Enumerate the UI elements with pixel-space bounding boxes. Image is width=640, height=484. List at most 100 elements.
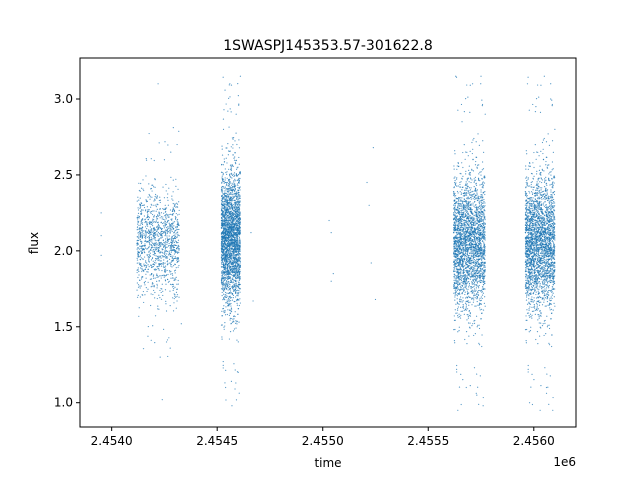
data-point: [154, 277, 156, 279]
data-point: [239, 242, 241, 245]
data-point: [239, 259, 241, 262]
data-point: [159, 260, 161, 262]
data-point: [156, 248, 158, 250]
data-point: [236, 298, 238, 301]
data-point: [162, 216, 164, 218]
data-point: [230, 380, 233, 383]
data-point: [474, 206, 476, 209]
data-point: [141, 222, 144, 224]
data-point: [231, 202, 233, 204]
data-point: [167, 215, 169, 217]
data-point: [148, 266, 150, 268]
data-point: [141, 234, 143, 236]
data-point: [170, 277, 172, 279]
data-point: [155, 230, 158, 232]
data-point: [229, 252, 231, 254]
data-point: [478, 327, 481, 330]
data-point: [141, 209, 143, 211]
data-point: [224, 192, 226, 194]
data-point: [149, 243, 151, 245]
data-point: [484, 190, 486, 193]
data-point: [238, 235, 240, 237]
data-point: [228, 314, 231, 316]
data-point: [454, 309, 456, 311]
data-point: [234, 265, 236, 267]
data-point: [237, 222, 240, 225]
data-point: [176, 295, 178, 298]
data-point: [232, 265, 235, 267]
data-point: [462, 300, 464, 302]
data-point: [238, 242, 240, 244]
data-point: [222, 270, 224, 272]
data-point: [239, 177, 241, 180]
data-point: [232, 144, 234, 146]
data-point: [238, 236, 241, 239]
data-point: [164, 269, 166, 271]
data-point: [223, 158, 225, 160]
data-point: [227, 143, 229, 145]
data-point: [162, 218, 165, 220]
data-point: [150, 278, 153, 280]
data-point: [160, 212, 163, 214]
data-point: [228, 265, 230, 267]
data-point: [174, 204, 176, 207]
data-point: [224, 179, 226, 181]
data-point: [458, 313, 460, 315]
data-point: [469, 193, 471, 195]
data-point: [163, 241, 165, 243]
data-point: [459, 285, 461, 287]
data-point: [456, 262, 458, 264]
data-point: [480, 196, 483, 198]
data-point: [226, 171, 228, 173]
data-point: [139, 204, 141, 206]
data-point: [236, 179, 238, 182]
data-point: [139, 296, 141, 298]
data-point: [225, 103, 227, 105]
data-point: [226, 205, 228, 207]
data-point: [474, 297, 476, 299]
data-point: [231, 198, 233, 201]
data-point: [163, 246, 165, 248]
data-point: [236, 273, 238, 275]
data-point: [154, 268, 156, 270]
data-point: [226, 242, 228, 245]
data-point: [235, 248, 237, 250]
data-point: [463, 211, 465, 213]
data-point: [160, 260, 162, 262]
data-point: [174, 231, 176, 233]
data-point: [235, 263, 237, 265]
data-point: [222, 190, 224, 192]
data-point: [227, 202, 230, 204]
data-point: [153, 200, 155, 202]
data-point: [151, 247, 153, 249]
data-point: [147, 216, 150, 218]
data-point: [221, 238, 223, 240]
data-point: [154, 195, 156, 198]
data-point: [236, 238, 238, 240]
data-point: [165, 223, 167, 226]
data-point: [236, 235, 238, 237]
data-point: [455, 222, 457, 224]
data-point: [150, 259, 153, 261]
data-point: [468, 206, 470, 208]
data-point: [227, 154, 229, 156]
data-point: [167, 257, 169, 259]
data-point: [165, 183, 167, 186]
data-point: [460, 403, 462, 406]
data-point: [227, 289, 229, 291]
data-point: [233, 203, 235, 206]
data-point: [158, 228, 160, 230]
data-point: [223, 195, 226, 197]
data-point: [159, 201, 161, 204]
data-point: [225, 187, 227, 190]
data-point: [136, 226, 139, 228]
data-point: [224, 255, 226, 257]
data-point: [239, 197, 241, 199]
data-point: [149, 255, 152, 257]
data-point: [153, 214, 155, 216]
data-point: [224, 217, 226, 220]
data-point: [236, 214, 238, 216]
data-point: [226, 285, 228, 288]
data-point: [453, 315, 455, 317]
data-point: [230, 269, 232, 271]
